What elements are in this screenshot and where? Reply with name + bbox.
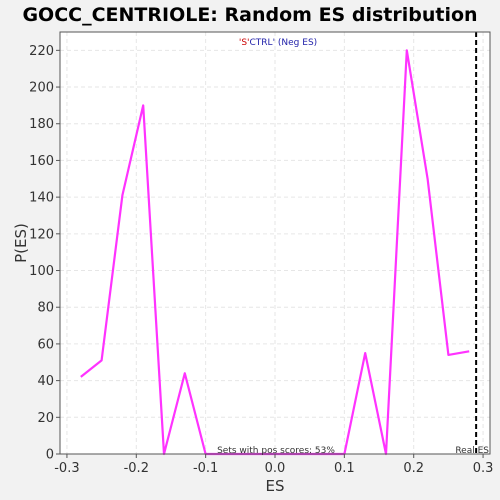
x-tick-label: 0.1 xyxy=(334,461,355,476)
x-axis-title: ES xyxy=(266,477,285,495)
grid-lines xyxy=(60,32,490,455)
y-tick-label: 140 xyxy=(29,191,54,206)
y-tick-label: 120 xyxy=(29,227,54,242)
x-tick-label: -0.1 xyxy=(193,461,218,476)
y-tick-label: 220 xyxy=(29,44,54,59)
y-axis: 0 20 40 60 80 100 120 140 160 180 200 220 xyxy=(29,44,60,463)
y-axis-title: P(ES) xyxy=(12,223,30,263)
y-tick-label: 40 xyxy=(37,374,54,389)
x-tick-label: 0.3 xyxy=(473,461,494,476)
x-tick-label: -0.2 xyxy=(124,461,149,476)
legend-ctrl-text: CTRL' (Neg ES) xyxy=(250,38,318,48)
y-tick-label: 180 xyxy=(29,117,54,132)
x-tick-label: 0.0 xyxy=(265,461,286,476)
real-es-label: Real ES xyxy=(455,446,489,456)
y-tick-label: 80 xyxy=(37,301,54,316)
pos-scores-annotation: Sets with pos scores: 53% xyxy=(217,446,335,456)
y-tick-label: 20 xyxy=(37,411,54,426)
y-tick-label: 0 xyxy=(46,448,54,463)
y-tick-label: 60 xyxy=(37,337,54,352)
x-tick-label: -0.3 xyxy=(54,461,79,476)
y-tick-label: 100 xyxy=(29,264,54,279)
legend-s-text: S xyxy=(241,38,247,48)
y-tick-label: 160 xyxy=(29,154,54,169)
x-axis: -0.3 -0.2 -0.1 0.0 0.1 0.2 0.3 xyxy=(54,454,493,476)
y-tick-label: 200 xyxy=(29,81,54,96)
chart-title: GOCC_CENTRIOLE: Random ES distribution xyxy=(22,4,477,26)
legend-quote-open: ' xyxy=(239,38,241,48)
legend-quote-close: ' xyxy=(247,38,249,48)
x-tick-label: 0.2 xyxy=(403,461,424,476)
legend-label: 'S'CTRL' (Neg ES) xyxy=(239,38,317,48)
